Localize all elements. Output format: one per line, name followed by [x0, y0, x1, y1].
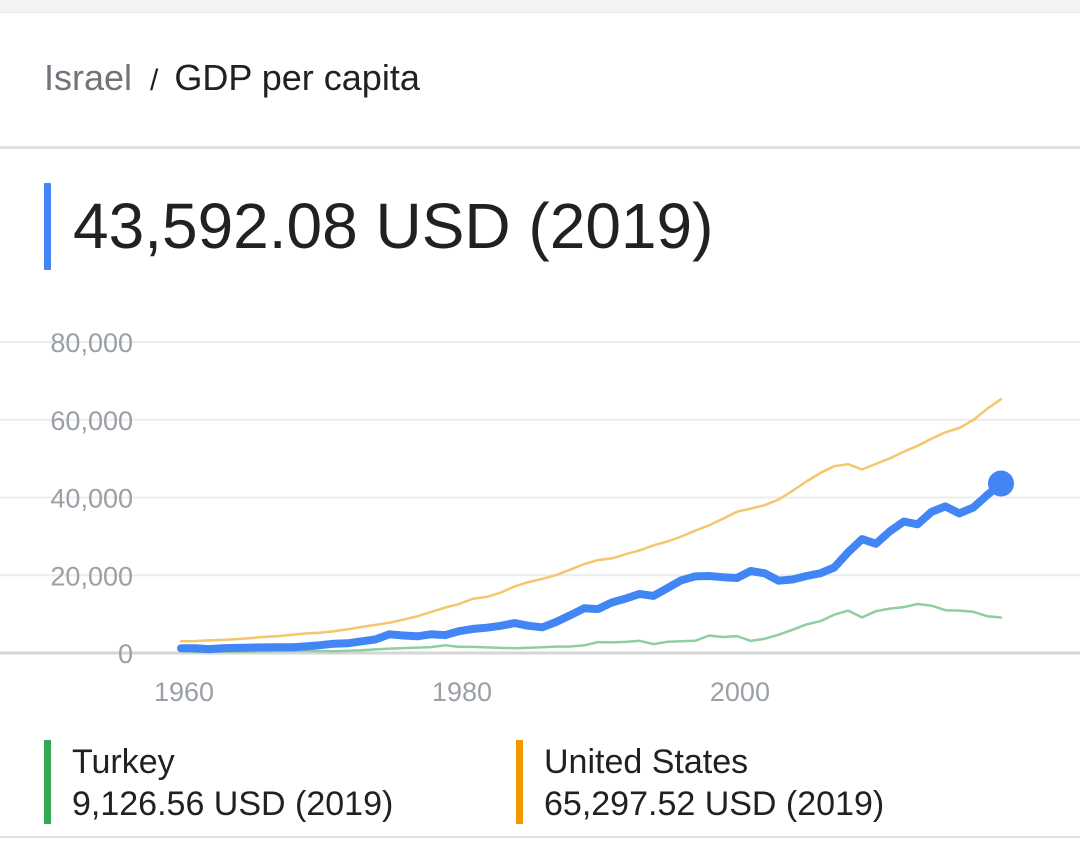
x-tick-label: 1960	[154, 677, 214, 707]
chart-grid	[0, 341, 1080, 655]
x-axis-labels: 1960 1980 2000	[154, 677, 770, 707]
gdp-line-chart[interactable]: 0 20,000 40,000 60,000 80,000 1960 1980 2000	[0, 320, 1080, 720]
breadcrumb-separator: /	[150, 64, 159, 97]
series-line-united-states	[179, 397, 1003, 643]
legend-value-united-states: 65,297.52 USD (2019)	[544, 785, 885, 823]
legend-color-bar-united-states	[516, 740, 523, 824]
legend-color-bar-turkey	[44, 740, 51, 824]
y-tick-label: 60,000	[50, 406, 133, 436]
legend-name-united-states: United States	[544, 743, 749, 781]
x-tick-label: 2000	[710, 677, 770, 707]
breadcrumb-country[interactable]: Israel	[44, 57, 133, 98]
y-tick-label: 40,000	[50, 484, 133, 514]
chart-series	[177, 397, 1014, 654]
y-tick-label: 80,000	[50, 328, 133, 358]
y-tick-label: 20,000	[50, 561, 133, 591]
headline-value: 43,592.08 USD (2019)	[73, 190, 714, 262]
breadcrumb: Israel / GDP per capita	[44, 56, 420, 103]
y-axis-labels: 0 20,000 40,000 60,000 80,000	[50, 328, 133, 669]
series-line-israel	[177, 479, 1005, 654]
legend-name-turkey: Turkey	[72, 743, 175, 781]
x-tick-label: 1980	[432, 677, 492, 707]
series-endpoint-israel[interactable]	[988, 470, 1014, 497]
footer-divider	[0, 836, 1080, 838]
header-divider	[0, 146, 1080, 149]
y-tick-label: 0	[118, 639, 133, 669]
series-line-turkey	[179, 602, 1003, 654]
legend-value-turkey: 9,126.56 USD (2019)	[72, 785, 394, 823]
breadcrumb-metric: GDP per capita	[174, 57, 420, 98]
headline-accent-bar	[44, 183, 51, 270]
top-strip	[0, 0, 1080, 13]
